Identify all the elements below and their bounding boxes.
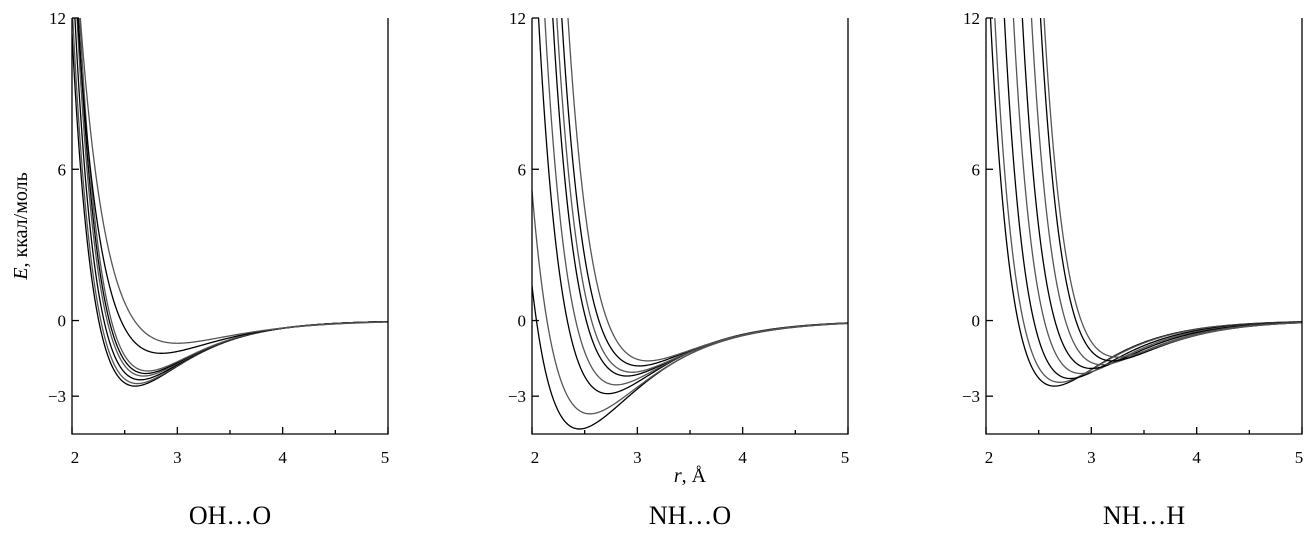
x-tick-label: 4 — [738, 448, 747, 467]
curves-nh-h — [989, 18, 1302, 387]
y-tick-label: 6 — [518, 160, 527, 179]
curve-nh-o-5 — [552, 18, 848, 377]
y-tick-label: 12 — [49, 9, 66, 28]
axis-frame-oh-o — [71, 18, 389, 435]
x-axis-label-unit: , Å — [682, 465, 707, 487]
x-tick-label: 3 — [633, 448, 642, 467]
panel-oh-o: 2 3 4 5 12 6 0 −3 OH…O E, ккал/моль — [10, 9, 389, 530]
y-axis-label: E, ккал/моль — [10, 172, 32, 280]
panel-nh-o: 2 3 4 5 12 6 0 −3 NH…O r, Å — [508, 9, 849, 530]
curve-oh-o-2 — [72, 18, 388, 385]
panel-title-nh-o: NH…O — [649, 501, 731, 530]
x-tick-label: 3 — [173, 448, 182, 467]
panel-title-nh-h: NH…H — [1103, 501, 1186, 530]
x-tick-label: 5 — [841, 448, 850, 467]
panel-nh-h: 2 3 4 5 12 6 0 −3 NH…H — [962, 9, 1303, 530]
x-tick-label: 5 — [381, 448, 390, 467]
y-tick-label: 0 — [518, 312, 527, 331]
curve-nh-o-7 — [561, 18, 848, 367]
y-axis-label-symbol: E — [10, 268, 32, 281]
curves-oh-o — [72, 18, 388, 387]
y-tick-label: 12 — [963, 9, 980, 28]
y-tick-label: −3 — [48, 387, 66, 406]
x-tick-label: 2 — [531, 448, 540, 467]
x-tick-label: 2 — [985, 448, 994, 467]
ticks-nh-h: 2 3 4 5 12 6 0 −3 — [962, 9, 1303, 467]
x-tick-label: 4 — [1192, 448, 1201, 467]
y-tick-label: 6 — [972, 160, 981, 179]
y-tick-label: −3 — [508, 387, 526, 406]
curve-oh-o-8 — [79, 18, 388, 344]
x-axis-label: r, Å — [674, 465, 707, 487]
x-tick-label: 5 — [1295, 448, 1304, 467]
x-tick-label: 2 — [71, 448, 80, 467]
curve-oh-o-1 — [72, 33, 388, 387]
panel-title-oh-o: OH…O — [189, 501, 271, 530]
axis-frame-nh-h — [985, 18, 1303, 435]
curve-nh-o-6 — [556, 18, 848, 373]
curve-oh-o-4 — [76, 18, 388, 377]
x-axis-label-symbol: r — [674, 465, 682, 487]
x-tick-label: 4 — [278, 448, 287, 467]
y-tick-label: 0 — [58, 312, 67, 331]
y-axis-label-unit: , ккал/моль — [10, 172, 32, 267]
y-tick-label: 0 — [972, 312, 981, 331]
curve-nh-o-8 — [567, 18, 848, 362]
y-tick-label: 12 — [509, 9, 526, 28]
curves-nh-o — [532, 18, 848, 430]
y-tick-label: −3 — [962, 387, 980, 406]
axis-frame-nh-o — [531, 18, 849, 435]
y-tick-label: 6 — [58, 160, 67, 179]
curve-nh-h-8 — [1043, 18, 1302, 358]
x-tick-label: 3 — [1087, 448, 1096, 467]
curve-oh-o-7 — [76, 18, 388, 354]
curve-nh-o-1 — [532, 285, 848, 430]
ticks-oh-o: 2 3 4 5 12 6 0 −3 — [48, 9, 389, 467]
ticks-nh-o: 2 3 4 5 12 6 0 −3 — [508, 9, 849, 467]
